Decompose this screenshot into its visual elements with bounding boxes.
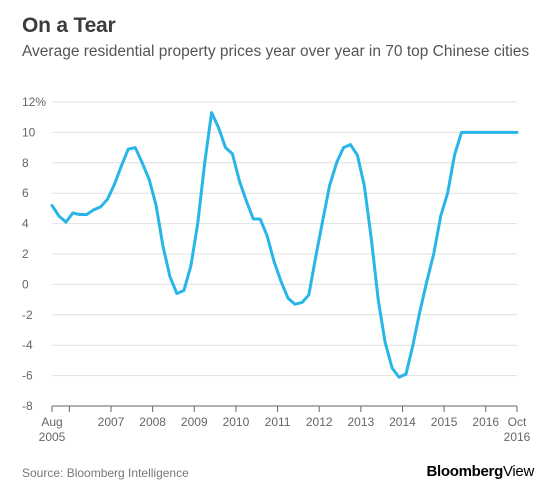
x-tick-label: 2008	[139, 415, 166, 429]
series-layer	[50, 111, 519, 379]
y-tick-label: 6	[22, 186, 29, 200]
x-tick-label: 2016	[472, 415, 499, 429]
y-tick-label: 4	[22, 217, 29, 231]
x-tick-label: 2011	[265, 415, 291, 429]
y-tick-label: -6	[22, 369, 33, 383]
series-line	[50, 111, 519, 379]
x-tick-label: 2009	[181, 415, 208, 429]
x-tick-label: Oct	[508, 415, 527, 429]
x-tick-label: 2015	[431, 415, 458, 429]
brand-logo-bold: Bloomberg	[426, 463, 503, 480]
source-note: Source: Bloomberg Intelligence	[22, 466, 189, 480]
gridlines	[52, 101, 517, 377]
y-tick-label: 0	[22, 277, 29, 291]
y-tick-label: -8	[22, 399, 33, 413]
x-tick-label: Aug	[41, 415, 62, 429]
chart-subtitle: Average residential property prices year…	[22, 43, 530, 60]
x-tick-label: 2013	[347, 415, 374, 429]
y-tick-label: 10	[22, 125, 36, 139]
brand-logo-light: View	[502, 463, 534, 480]
x-tick-label: 2014	[389, 415, 416, 429]
y-tick-label: 12%	[22, 95, 46, 109]
chart-title: On a Tear	[22, 14, 116, 37]
x-tick-label-year: 2016	[504, 430, 531, 444]
y-tick-label: -2	[22, 308, 33, 322]
y-tick-label: -4	[22, 338, 33, 352]
y-tick-label: 2	[22, 247, 29, 261]
x-tick-label: 2007	[98, 415, 125, 429]
x-tick-label: 2012	[306, 415, 333, 429]
brand-logo: BloombergView	[426, 463, 534, 480]
x-tick-label: 2010	[223, 415, 250, 429]
y-axis-tick-labels: -8 -6 -4 -2 0 2 4 6 8 10 12%	[22, 95, 46, 413]
y-tick-label: 8	[22, 156, 29, 170]
x-tick-label-year: 2005	[39, 430, 66, 444]
